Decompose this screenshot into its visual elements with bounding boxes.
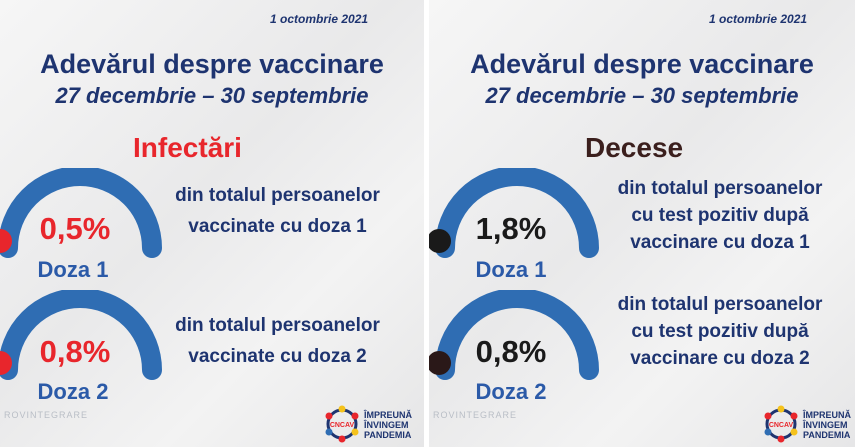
dose2-percent: 0,8% <box>39 334 111 369</box>
logo-line: PANDEMIA <box>803 430 851 440</box>
panel-subtitle: 27 decembrie – 30 septembrie <box>485 83 799 108</box>
gauge-arc <box>435 290 599 380</box>
dose1-percent: 1,8% <box>475 211 547 246</box>
dose1-description: din totalul persoanelor cu test pozitiv … <box>595 175 845 256</box>
dose2-gauge <box>0 290 162 380</box>
deaths-panel: 1 octombrie 2021 Adevărul despre vaccina… <box>429 0 855 447</box>
svg-text:CNCAV: CNCAV <box>769 422 794 429</box>
dose2-percent: 0,8% <box>475 334 547 369</box>
logo-text: ÎMPREUNĂ ÎNVINGEM PANDEMIA <box>364 410 412 440</box>
deaths-heading: Decese <box>585 132 684 163</box>
infections-panel: 1 octombrie 2021 Adevărul despre vaccina… <box>0 0 424 447</box>
desc-line: cu test pozitiv după <box>631 321 809 342</box>
desc-line: vaccinare cu doza 2 <box>630 348 810 369</box>
cncav-logo-icon: CNCAV <box>764 405 798 443</box>
dose2-gauge <box>429 290 599 380</box>
panel-subtitle: 27 decembrie – 30 septembrie <box>55 83 369 108</box>
logo-line: PANDEMIA <box>364 430 412 440</box>
gauge-marker <box>429 351 451 375</box>
gauge-arc <box>435 168 599 258</box>
dose2-description: din totalul persoanelor cu test pozitiv … <box>595 291 845 372</box>
gauge-marker <box>429 229 451 253</box>
desc-line: din totalul persoanelor <box>617 178 823 199</box>
panel-date: 1 octombrie 2021 <box>709 12 808 26</box>
dose2-label: Doza 2 <box>475 379 547 404</box>
desc-line: cu test pozitiv după <box>631 205 809 226</box>
panel-title: Adevărul despre vaccinare <box>470 49 814 79</box>
gauge-arc <box>0 168 162 258</box>
dose1-label: Doza 1 <box>37 257 109 282</box>
logo-line: ÎNVINGEM <box>803 420 848 430</box>
desc-line: din totalul persoanelor <box>175 315 380 336</box>
dose2-label: Doza 2 <box>37 379 109 404</box>
panel-divider <box>424 0 429 447</box>
infections-heading: Infectări <box>133 132 242 163</box>
dose2-description: din totalul persoanelor vaccinate cu doz… <box>160 310 395 372</box>
gauge-arc <box>0 290 162 380</box>
dose1-percent: 0,5% <box>39 211 111 246</box>
desc-line: vaccinare cu doza 1 <box>630 232 810 253</box>
watermark-text: ROVINTEGRARE <box>433 410 518 420</box>
dose1-label: Doza 1 <box>475 257 547 282</box>
logo-line: ÎNVINGEM <box>364 420 409 430</box>
desc-line: vaccinate cu doza 1 <box>188 216 367 237</box>
logo-text: ÎMPREUNĂ ÎNVINGEM PANDEMIA <box>803 410 851 440</box>
watermark-text: ROVINTEGRARE <box>4 410 89 420</box>
desc-line: vaccinate cu doza 2 <box>188 346 367 367</box>
dose1-description: din totalul persoanelor vaccinate cu doz… <box>160 180 395 242</box>
cncav-logo-icon: CNCAV <box>325 405 359 443</box>
gauge-marker <box>0 229 12 253</box>
panel-title: Adevărul despre vaccinare <box>40 49 384 79</box>
dose1-gauge <box>429 168 599 258</box>
dose1-gauge <box>0 168 162 258</box>
logo-line: ÎMPREUNĂ <box>364 410 413 420</box>
gauge-marker <box>0 351 12 375</box>
panel-date: 1 octombrie 2021 <box>270 12 369 26</box>
logo-line: ÎMPREUNĂ <box>803 410 852 420</box>
svg-text:CNCAV: CNCAV <box>330 422 355 429</box>
desc-line: din totalul persoanelor <box>617 294 823 315</box>
desc-line: din totalul persoanelor <box>175 185 380 206</box>
